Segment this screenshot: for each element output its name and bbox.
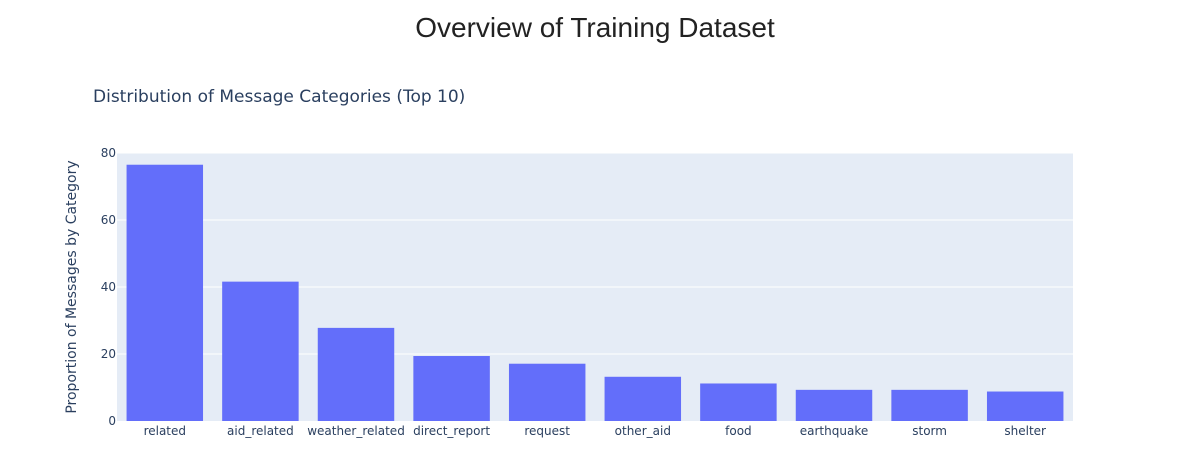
- x-tick-label: aid_related: [227, 424, 294, 438]
- x-tick-label: other_aid: [615, 424, 671, 438]
- bar-earthquake[interactable]: [795, 389, 873, 421]
- bar-other-aid[interactable]: [604, 376, 682, 421]
- y-tick-label: 40: [101, 280, 116, 294]
- x-tick-labels: related aid_related weather_related direct_…: [144, 424, 1046, 438]
- bar-aid-related[interactable]: [222, 281, 299, 421]
- bar-food[interactable]: [700, 383, 777, 421]
- y-tick-label: 80: [101, 146, 116, 160]
- bar-related[interactable]: [126, 164, 204, 421]
- x-tick-label: storm: [912, 424, 947, 438]
- bar-direct-report[interactable]: [413, 356, 490, 421]
- x-tick-label: request: [524, 424, 570, 438]
- y-tick-label: 0: [108, 414, 116, 428]
- bar-storm[interactable]: [891, 389, 968, 421]
- bars: [126, 164, 1064, 421]
- x-tick-label: food: [725, 424, 752, 438]
- x-tick-label: weather_related: [307, 424, 405, 438]
- y-tick-label: 20: [101, 347, 116, 361]
- bar-request[interactable]: [508, 363, 586, 421]
- x-tick-label: earthquake: [800, 424, 868, 438]
- bar-shelter[interactable]: [986, 391, 1064, 421]
- x-tick-label: direct_report: [413, 424, 490, 438]
- y-tick-labels: 0 20 40 60 80: [101, 146, 116, 428]
- page-title: Overview of Training Dataset: [415, 12, 775, 43]
- chart-title: Distribution of Message Categories (Top …: [93, 87, 465, 107]
- y-tick-label: 60: [101, 213, 116, 227]
- y-axis-label: Proportion of Messages by Category: [64, 160, 80, 413]
- bar-weather-related[interactable]: [317, 327, 395, 421]
- x-tick-label: related: [144, 424, 186, 438]
- x-tick-label: shelter: [1004, 424, 1046, 438]
